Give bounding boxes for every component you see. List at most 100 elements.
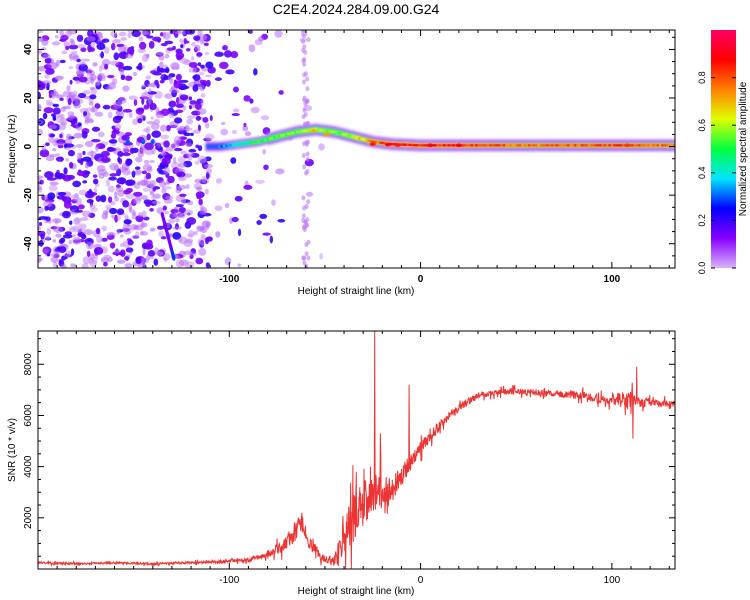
spectrogram-speckle [194, 160, 200, 165]
spectrogram-speckle [178, 206, 186, 214]
spectrogram-speckle [127, 239, 134, 246]
spectrogram-speckle [109, 207, 118, 215]
x-tick-label: 100 [604, 274, 621, 285]
spectrogram-speckle [126, 179, 136, 186]
spectrogram-speckle [62, 210, 71, 219]
spectrogram-speckle [81, 210, 92, 218]
ridge-core [672, 144, 675, 147]
spectrogram-speckle [304, 251, 309, 257]
spectrogram-speckle [123, 227, 132, 235]
spectrogram-speckle [305, 98, 310, 104]
spectrogram-speckle [196, 225, 201, 233]
spectrogram-speckle [148, 40, 155, 49]
spectrogram-speckle [100, 194, 107, 203]
spectrogram-speckle [42, 200, 53, 208]
spectrogram-speckle [107, 111, 113, 119]
spectrogram-speckle [56, 59, 61, 66]
spectrogram-speckle [129, 207, 133, 214]
spectrogram-speckle [70, 194, 77, 199]
spectrogram-speckle [232, 86, 240, 93]
spectrogram-speckle [174, 147, 183, 152]
spectrogram-speckle [134, 196, 142, 202]
spectrogram-speckle [188, 96, 193, 101]
spectrogram-speckle [302, 79, 307, 85]
spectrogram-speckle [197, 239, 202, 246]
spectrogram-speckle [56, 115, 65, 124]
colorbar-tick-label: 0.2 [697, 214, 707, 227]
spectrogram-speckle [110, 42, 116, 51]
spectrogram-speckle [159, 180, 167, 188]
spectrogram-speckle [253, 68, 258, 76]
spectrogram-speckle [234, 195, 243, 202]
spectrogram-speckle [75, 197, 82, 206]
spectrogram-speckle [237, 263, 242, 267]
spectrogram-speckle [159, 151, 167, 156]
spectrogram-speckle [197, 30, 203, 37]
spectrogram-speckle [188, 62, 198, 68]
spectrogram-speckle [305, 76, 310, 82]
spectrogram-speckle [76, 227, 87, 234]
spectrogram-speckle [222, 44, 228, 51]
spectrogram-speckle [166, 47, 175, 51]
spectrogram-speckle [96, 164, 106, 173]
spectrogram-speckle [82, 156, 92, 162]
spectrogram-speckle [259, 213, 268, 219]
spectrogram-speckle [38, 257, 44, 262]
spectrogram-speckle [152, 187, 156, 192]
spectrogram-speckle [61, 263, 67, 268]
spectrogram-speckle [83, 229, 94, 236]
spectrogram-speckle [38, 206, 44, 214]
spectrogram-speckle [149, 102, 157, 111]
spectrogram-speckle [79, 152, 83, 159]
ridge-hotspot [394, 143, 401, 147]
spectrogram-speckle [130, 46, 135, 50]
spectrogram-speckle [302, 107, 307, 113]
spectrogram-speckle [67, 114, 74, 121]
spectrogram-speckle [45, 155, 55, 162]
spectrogram-speckle [55, 142, 66, 146]
ridge-cell [217, 144, 219, 149]
spectrogram-speckle [170, 142, 180, 149]
spectrogram-speckle [38, 65, 46, 72]
spectrogram-speckle [155, 111, 163, 118]
spectrogram-speckle [133, 191, 143, 197]
x-tick-label: 0 [418, 575, 424, 586]
spectrogram-speckle [204, 188, 209, 195]
spectrogram-speckle [117, 156, 121, 163]
y-tick-label: 0 [23, 143, 34, 149]
spectrogram-speckle [305, 151, 310, 157]
spectrogram-speckle [149, 180, 157, 188]
spectrogram-speckle [301, 153, 306, 159]
x-tick-label: 100 [604, 575, 621, 586]
spectrogram-speckle [301, 255, 306, 261]
spectrogram-speckle [180, 150, 187, 155]
spectrogram-y-axis-label: Frequency (Hz) [7, 115, 18, 184]
spectrogram-speckle [206, 236, 213, 241]
spectrogram-speckle [120, 37, 128, 41]
snr-y-ticks: 2000 4000 6000 8000 [23, 338, 675, 557]
spectrogram-speckle [186, 118, 194, 125]
spectrogram-speckle [49, 133, 56, 138]
spectrogram-speckle [105, 204, 112, 210]
spectrogram-speckle [42, 248, 50, 254]
spectrogram-speckle [198, 72, 205, 76]
spectrogram-speckle [88, 188, 93, 196]
spectrogram-speckle [76, 58, 81, 63]
spectrogram-speckle [121, 152, 132, 156]
spectrogram-speckle [113, 101, 122, 109]
spectrogram-speckle [57, 144, 64, 149]
spectrogram-speckle [113, 52, 120, 61]
spectrogram-speckle [72, 234, 76, 238]
colorbar-tick-label: 0.4 [697, 167, 707, 180]
spectrogram-speckle [80, 47, 87, 53]
spectrogram-speckle [160, 113, 164, 118]
spectrogram-speckle [170, 85, 176, 91]
spectrogram-speckle [306, 199, 311, 205]
spectrogram-speckle [116, 259, 126, 264]
spectrogram-speckle [146, 120, 156, 125]
spectrogram-speckle [38, 91, 41, 100]
spectrogram-speckle [147, 249, 156, 257]
spectrogram-speckle [69, 220, 73, 225]
spectrogram-speckle [78, 189, 87, 196]
spectrogram-speckle [38, 175, 44, 180]
